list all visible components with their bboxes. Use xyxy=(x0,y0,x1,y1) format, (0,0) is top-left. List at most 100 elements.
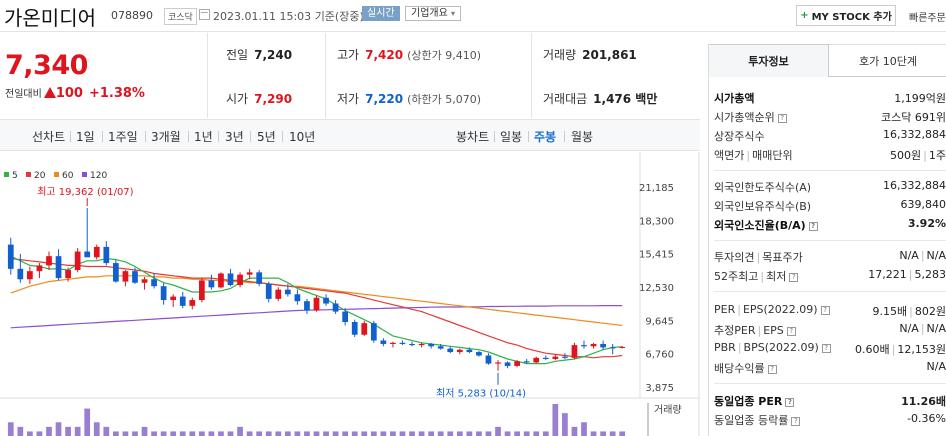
mcap-rank-text: 시가총액순위 xyxy=(714,111,775,124)
pbr-value: 0.60배 | 12,153원 xyxy=(855,343,946,356)
candle-body xyxy=(179,296,186,306)
tab-weekly[interactable]: 주봉 xyxy=(534,130,557,144)
tab-5y[interactable]: 5년 xyxy=(257,130,276,144)
tab-1y[interactable]: 1년 xyxy=(194,130,213,144)
add-mystock-button[interactable]: + MY STOCK 추가 xyxy=(796,5,896,26)
pbr-text: PBR xyxy=(714,341,736,354)
help-icon[interactable]: ? xyxy=(808,222,818,231)
foreign-limit-value: 16,332,884 xyxy=(883,179,946,192)
volume-bar xyxy=(284,431,291,436)
ticker-code: 078890 xyxy=(111,9,153,22)
candle-body xyxy=(323,297,329,304)
prev-close-value: 7,240 xyxy=(254,48,293,62)
help-icon[interactable]: ? xyxy=(786,327,796,336)
help-icon[interactable]: ? xyxy=(785,398,795,407)
volume-bar xyxy=(418,431,425,436)
opinion-value: N/A | N/A xyxy=(899,249,946,262)
candle-body xyxy=(84,251,91,258)
candle-body xyxy=(246,272,253,275)
volume-bar xyxy=(227,431,234,436)
tab-10y[interactable]: 10년 xyxy=(289,130,316,144)
volume-bar xyxy=(390,431,396,436)
candle-body xyxy=(581,345,587,347)
candle-body xyxy=(409,343,415,346)
par-value: 500원 | 1주 xyxy=(890,149,946,162)
tab-1w[interactable]: 1주일 xyxy=(108,130,138,144)
info-row: PER | EPS(2022.09)? 9.15배 | 802원 xyxy=(714,303,946,321)
mcap-rank-value: 코스닥 691위 xyxy=(881,111,946,124)
y-tick-label: 21,185 xyxy=(639,183,674,194)
open-price: 시가 7,290 xyxy=(226,90,292,107)
volume-bar xyxy=(456,431,463,436)
candle-body xyxy=(562,356,568,358)
candle-body xyxy=(437,346,444,349)
high-annotation: 최고 19,362 (01/07) xyxy=(37,186,133,198)
tab-investment-info[interactable]: 투자정보 xyxy=(709,44,829,77)
foreign-hold-value: 639,840 xyxy=(900,198,946,211)
y-tick-label: 12,530 xyxy=(639,283,674,294)
company-overview-dropdown[interactable]: 기업개요 ▾ xyxy=(405,6,462,21)
candle-body xyxy=(418,343,425,346)
chart-period-bar: 선차트 1일 1주일 3개월 1년 3년 5년 10년 봉차트 일봉 주봉 월봉 xyxy=(0,119,700,151)
volume-bar xyxy=(246,431,253,436)
volume-bar xyxy=(523,431,530,436)
foreign-limit-label: 외국인한도주식수(A) xyxy=(714,181,812,194)
help-icon[interactable]: ? xyxy=(767,365,777,374)
per-value: 9.15배 | 802원 xyxy=(872,305,946,318)
help-icon[interactable]: ? xyxy=(789,273,799,282)
volume: 거래량 201,861 xyxy=(543,46,637,63)
volume-bar xyxy=(170,431,177,436)
info-row: 시가총액순위? 코스닥 691위 xyxy=(714,109,946,127)
help-icon[interactable]: ? xyxy=(821,344,831,353)
candle-body xyxy=(533,357,540,363)
tab-3y[interactable]: 3년 xyxy=(225,130,244,144)
tab-orderbook[interactable]: 호가 10단계 xyxy=(829,44,946,77)
tab-3m[interactable]: 3개월 xyxy=(151,130,181,144)
ma-legend-label: 60 xyxy=(62,171,74,181)
prev-close-label: 전일 xyxy=(226,48,249,62)
eps-value-text: 802원 xyxy=(914,305,946,318)
ma-legend-label: 5 xyxy=(12,171,18,181)
candle-body xyxy=(141,279,148,283)
divider xyxy=(564,131,565,142)
sector-per-text: 동일업종 PER xyxy=(714,395,783,408)
candle-body xyxy=(504,362,511,366)
stock-chart[interactable]: 21,185 18,300 15,415 12,530 9,645 6,760 3,875 5… xyxy=(0,152,700,436)
datetime-value: 2023.01.11 15:03 xyxy=(213,10,312,23)
volume-bar xyxy=(189,431,196,436)
volume-bar xyxy=(103,426,110,436)
help-icon[interactable]: ? xyxy=(777,114,787,123)
volume-bar xyxy=(370,431,377,436)
tab-monthly[interactable]: 월봉 xyxy=(571,130,594,144)
divider xyxy=(714,383,946,384)
divider xyxy=(218,131,219,142)
volume-bar xyxy=(409,431,415,436)
volume-bar xyxy=(46,426,52,436)
tab-daily[interactable]: 일봉 xyxy=(500,130,523,144)
upper-limit: (상한가 9,410) xyxy=(407,49,481,62)
candle-body xyxy=(93,246,100,258)
week52-value: 17,221 | 5,283 xyxy=(868,268,946,281)
quick-order-link[interactable]: 빠른주문 xyxy=(909,13,946,24)
pbr-value-text: 0.60배 xyxy=(855,343,890,356)
sector-per-value: 11.26배 xyxy=(901,395,946,408)
ma-legend-swatch xyxy=(54,172,59,177)
volume-bar xyxy=(256,431,263,436)
candle-body xyxy=(151,279,157,287)
tab-1d[interactable]: 1일 xyxy=(76,130,95,144)
help-icon[interactable]: ? xyxy=(791,417,801,426)
volume-bar xyxy=(313,431,320,436)
volume-bar xyxy=(304,431,310,436)
candle-body xyxy=(590,343,597,347)
opinion-text: 투자의견 xyxy=(714,251,755,264)
candle-body xyxy=(294,294,301,302)
realtime-button[interactable]: 실시간 xyxy=(362,6,400,21)
volume-bar xyxy=(485,431,492,436)
line-chart-label: 선차트 xyxy=(32,130,66,144)
candle-body xyxy=(256,272,263,284)
volume-bar xyxy=(476,431,482,436)
help-icon[interactable]: ? xyxy=(820,306,830,315)
divider xyxy=(188,131,189,142)
ma-legend-label: 20 xyxy=(34,171,46,181)
candle-chart-label: 봉차트 xyxy=(456,130,490,144)
